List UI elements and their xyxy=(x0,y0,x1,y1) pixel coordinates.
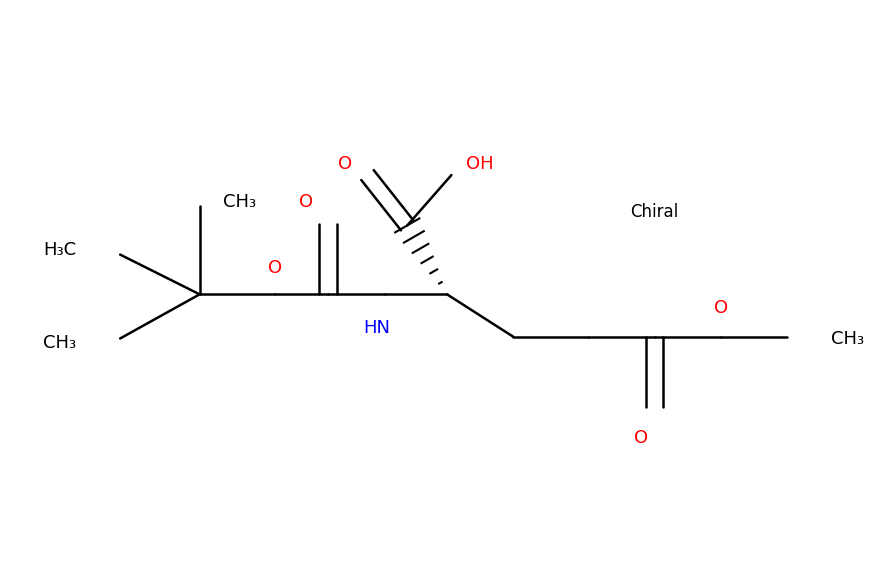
Text: OH: OH xyxy=(466,155,493,174)
Text: CH₃: CH₃ xyxy=(831,329,864,348)
Text: HN: HN xyxy=(363,319,390,337)
Text: Chiral: Chiral xyxy=(630,203,679,221)
Text: O: O xyxy=(267,259,282,277)
Text: O: O xyxy=(635,429,648,447)
Text: CH₃: CH₃ xyxy=(223,192,256,211)
Text: H₃C: H₃C xyxy=(43,241,76,259)
Text: O: O xyxy=(338,155,352,174)
Text: O: O xyxy=(713,299,728,317)
Text: CH₃: CH₃ xyxy=(43,334,76,352)
Text: O: O xyxy=(299,192,313,211)
